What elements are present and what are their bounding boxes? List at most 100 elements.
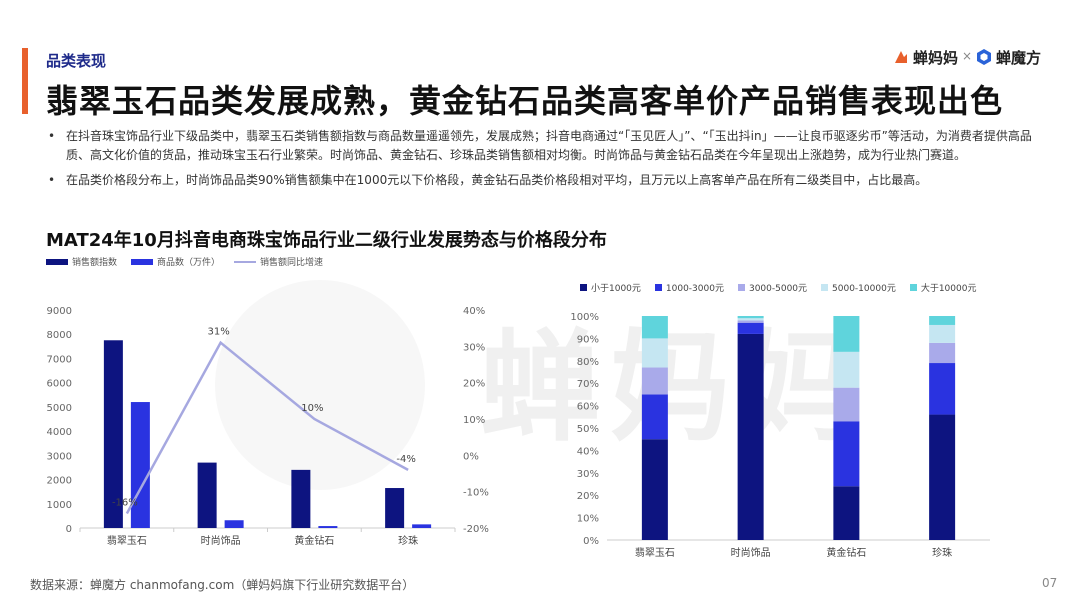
segment-1000-3000 xyxy=(641,394,668,440)
legend-label: 大于10000元 xyxy=(920,284,977,294)
data-source: 数据来源：蝉魔方 chanmofang.com（蝉妈妈旗下行业研究数据平台） xyxy=(30,578,415,592)
legend-item: 销售额指数 xyxy=(46,255,117,268)
chanmofang-logo-icon xyxy=(975,48,993,66)
bar-product-count xyxy=(224,520,244,528)
section-label: 品类表现 xyxy=(46,52,107,70)
y-left-tick-label: 1000 xyxy=(47,500,72,511)
legend-label: 商品数（万件） xyxy=(157,258,221,268)
legend-item: 大于10000元 xyxy=(909,281,977,294)
x-category-label: 珍珠 xyxy=(398,534,418,547)
y-left-tick-label: 6000 xyxy=(47,379,72,390)
segment-5000-10000 xyxy=(641,338,668,368)
y-left-tick-label: 9000 xyxy=(47,306,72,317)
chanmama-logo-icon xyxy=(892,48,910,66)
segment-under-1000 xyxy=(929,414,956,540)
segment-3000-5000 xyxy=(833,387,860,422)
y-left-tick-label: 0 xyxy=(66,524,72,535)
segment-over-10000 xyxy=(737,316,764,319)
segment-3000-5000 xyxy=(737,320,764,323)
growth-data-label: -4% xyxy=(396,454,415,465)
y-right-tick-label: 30% xyxy=(463,342,485,353)
y-left-tick-label: 3000 xyxy=(47,451,72,462)
legend-item: 5000-10000元 xyxy=(821,281,896,294)
legend-swatch xyxy=(580,284,587,291)
chanmofang-logo: 蝉魔方 xyxy=(975,44,1041,70)
legend-swatch xyxy=(234,260,257,263)
legend-swatch xyxy=(821,284,829,291)
legend-item: 销售额同比增速 xyxy=(234,255,323,268)
bar-product-count xyxy=(130,402,150,528)
segment-1000-3000 xyxy=(929,363,956,415)
segment-3000-5000 xyxy=(641,367,668,395)
legend-label: 3000-5000元 xyxy=(748,284,808,294)
y-left-tick-label: 7000 xyxy=(47,354,72,365)
chart-title: MAT24年10月抖音电商珠宝饰品行业二级行业发展势态与价格段分布 xyxy=(46,230,607,251)
left-chart-legend: 销售额指数 商品数（万件） 销售额同比增速 xyxy=(46,255,331,268)
y-left-tick-label: 8000 xyxy=(47,330,72,341)
bar-sales-index xyxy=(385,488,405,528)
y-tick-label: 50% xyxy=(577,424,599,435)
bar-product-count xyxy=(412,524,432,528)
y-right-tick-label: 10% xyxy=(463,415,485,426)
summary-bullets: 在抖音珠宝饰品行业下级品类中，翡翠玉石类销售额指数与商品数量遥遥领先，发展成熟；… xyxy=(46,127,1046,196)
segment-under-1000 xyxy=(737,333,764,540)
bullet-item: 在抖音珠宝饰品行业下级品类中，翡翠玉石类销售额指数与商品数量遥遥领先，发展成熟；… xyxy=(46,127,1046,165)
x-category-label: 时尚饰品 xyxy=(731,546,771,559)
growth-data-label: 10% xyxy=(301,403,323,414)
right-chart-legend: 小于1000元 1000-3000元 3000-5000元 5000-10000… xyxy=(580,281,990,294)
chanmama-logo-text: 蝉妈妈 xyxy=(913,48,959,67)
bar-sales-index xyxy=(291,469,311,528)
watermark-logo xyxy=(215,280,425,490)
growth-line xyxy=(125,340,409,515)
y-tick-label: 40% xyxy=(577,446,599,457)
x-category-label: 黄金钻石 xyxy=(294,534,334,547)
y-left-tick-label: 2000 xyxy=(47,476,72,487)
segment-over-10000 xyxy=(929,316,956,325)
y-right-tick-label: 40% xyxy=(463,306,485,317)
legend-label: 1000-3000元 xyxy=(665,284,724,294)
page-title: 翡翠玉石品类发展成熟，黄金钻石品类高客单价产品销售表现出色 xyxy=(46,82,1004,120)
logo-separator: × xyxy=(962,49,973,63)
y-left-tick-label: 4000 xyxy=(47,427,72,438)
legend-label: 5000-10000元 xyxy=(832,284,896,294)
page-number: 07 xyxy=(1042,576,1058,590)
y-right-tick-label: -20% xyxy=(463,524,489,535)
watermark-text: 蝉妈妈 xyxy=(480,319,870,458)
x-category-label: 珍珠 xyxy=(932,546,952,559)
bar-product-count xyxy=(318,526,338,528)
bar-sales-index xyxy=(103,340,123,528)
y-tick-label: 60% xyxy=(577,402,599,413)
segment-under-1000 xyxy=(833,486,860,540)
legend-item: 3000-5000元 xyxy=(737,281,808,294)
segment-1000-3000 xyxy=(737,322,764,334)
legend-item: 商品数（万件） xyxy=(131,255,220,268)
segment-1000-3000 xyxy=(833,421,860,487)
y-right-tick-label: 0% xyxy=(463,451,479,462)
y-tick-label: 90% xyxy=(577,334,599,345)
x-category-label: 黄金钻石 xyxy=(826,546,866,559)
title-accent-bar xyxy=(22,48,28,114)
x-category-label: 翡翠玉石 xyxy=(107,534,147,547)
y-tick-label: 100% xyxy=(570,312,599,323)
segment-5000-10000 xyxy=(833,351,860,388)
y-tick-label: 70% xyxy=(577,379,599,390)
y-tick-label: 30% xyxy=(577,469,599,480)
legend-item: 小于1000元 xyxy=(580,281,641,294)
y-left-tick-label: 5000 xyxy=(47,403,72,414)
chanmama-logo: 蝉妈妈 xyxy=(892,44,958,70)
bar-sales-index xyxy=(197,462,217,528)
legend-label: 销售额同比增速 xyxy=(260,258,324,268)
legend-label: 销售额指数 xyxy=(72,258,118,268)
legend-swatch xyxy=(131,258,154,265)
x-category-label: 翡翠玉石 xyxy=(635,546,675,559)
legend-swatch xyxy=(737,284,745,291)
legend-item: 1000-3000元 xyxy=(654,281,724,294)
segment-5000-10000 xyxy=(737,318,764,321)
y-tick-label: 10% xyxy=(577,514,599,525)
legend-swatch xyxy=(654,284,662,291)
legend-swatch xyxy=(909,284,917,291)
chanmofang-logo-text: 蝉魔方 xyxy=(996,48,1042,67)
segment-3000-5000 xyxy=(929,342,956,364)
y-right-tick-label: 20% xyxy=(463,379,485,390)
